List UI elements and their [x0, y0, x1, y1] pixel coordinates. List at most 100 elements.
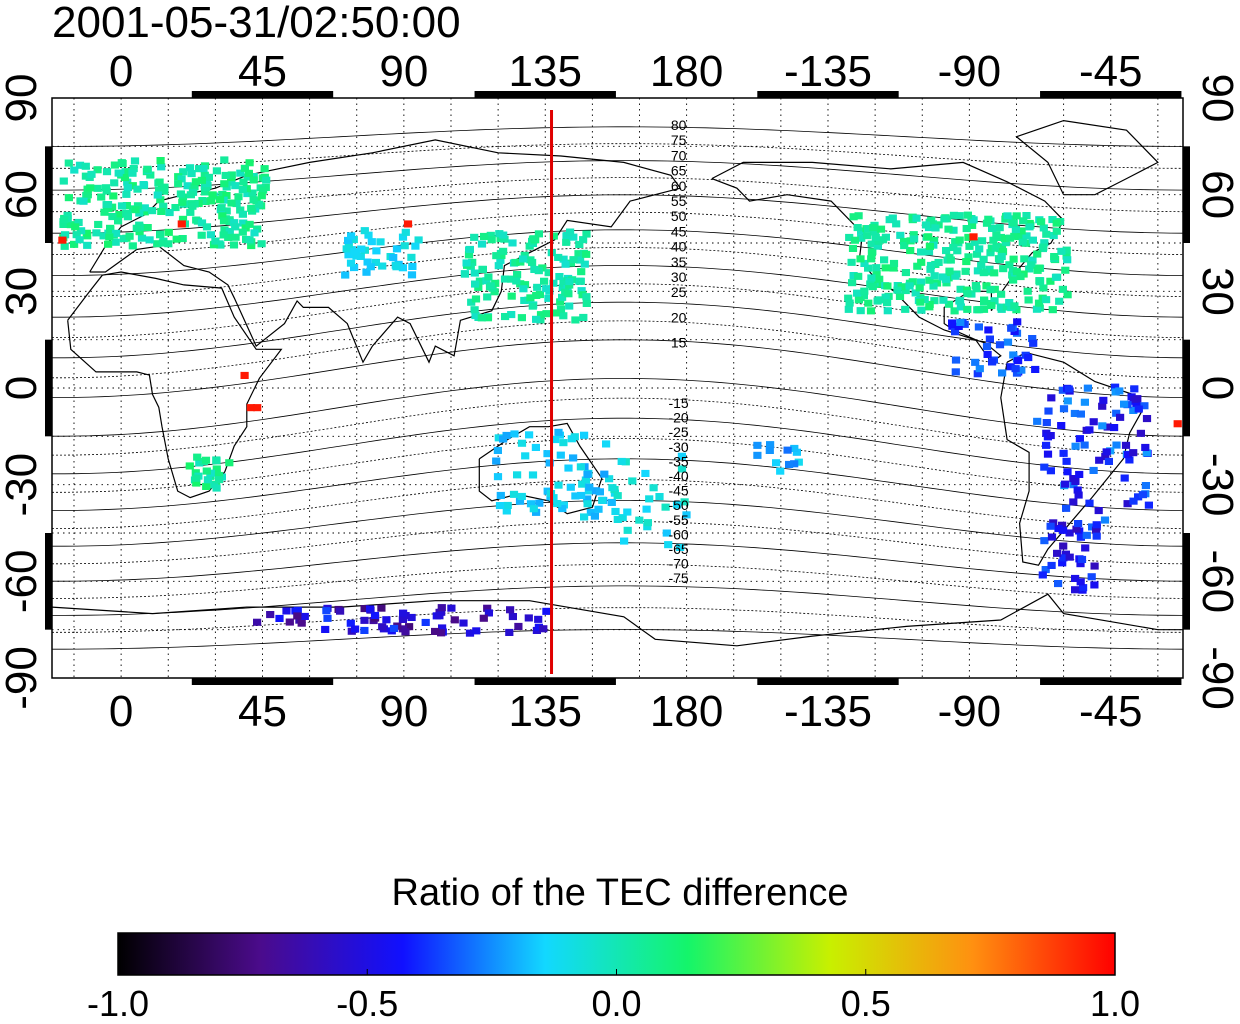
tec-cell [1039, 284, 1048, 292]
tec-cell [1076, 410, 1085, 418]
tec-cell [500, 235, 509, 243]
tec-cell [172, 235, 181, 243]
contour-line [52, 585, 1184, 616]
tec-cell [391, 261, 400, 269]
tec-cell [411, 242, 420, 250]
tec-cell [1024, 354, 1033, 362]
tec-cell [618, 514, 627, 522]
tec-cell [123, 183, 132, 191]
tec-cell [849, 272, 858, 280]
tec-cell [1006, 234, 1015, 242]
tec-cell [1042, 441, 1051, 449]
tec-cell [576, 277, 585, 285]
tec-cell [1005, 261, 1014, 269]
tec-cell [111, 238, 120, 246]
tec-cell [569, 454, 578, 462]
contour-line [52, 458, 1184, 511]
tec-cell [431, 627, 440, 635]
tec-cell [1092, 521, 1101, 529]
tec-cell [889, 259, 899, 267]
tec-cell [321, 625, 330, 633]
tec-cell [437, 629, 446, 637]
contour-line [52, 607, 1183, 633]
tec-cell [529, 235, 538, 243]
lat-tick-label-right: -60 [1193, 550, 1240, 614]
tec-cell [875, 275, 884, 283]
tec-cell [559, 312, 568, 320]
tec-cell [1014, 233, 1023, 241]
contour-line [52, 629, 1184, 650]
tec-cell [926, 265, 935, 273]
contour-line [52, 500, 1184, 547]
tec-cell [534, 230, 543, 238]
tec-cell [753, 451, 762, 459]
tec-cell [1089, 418, 1098, 426]
tec-cell [520, 296, 529, 304]
tec-cell [253, 225, 262, 233]
tec-cell [790, 444, 799, 452]
tec-cell [849, 213, 858, 221]
tec-cell [1009, 219, 1018, 227]
tec-cell [1076, 578, 1085, 586]
tec-cell [924, 233, 933, 241]
tec-cell [580, 513, 589, 521]
tec-cell [185, 462, 194, 470]
tec-cell [212, 167, 221, 175]
tec-cell [582, 250, 591, 258]
contour-label: 50 [671, 208, 687, 224]
tec-cell [600, 470, 609, 478]
tec-cell [364, 231, 373, 239]
tec-cell [536, 316, 545, 324]
tec-cell [1141, 482, 1150, 490]
tec-cell [880, 256, 889, 264]
tec-cell [1125, 456, 1134, 464]
tec-cell [1080, 398, 1089, 406]
tec-cell [938, 273, 947, 281]
tec-cell [1102, 448, 1111, 456]
tec-cell [501, 313, 510, 321]
lat-tick-label-left: 60 [0, 170, 46, 219]
tec-cell [854, 272, 863, 280]
tec-cell [234, 193, 243, 201]
tec-cell [623, 526, 632, 534]
tec-cell [577, 491, 586, 499]
tec-cell [794, 458, 803, 466]
tec-cell [370, 611, 380, 619]
tec-cell [212, 484, 221, 492]
tec-cell [983, 350, 992, 358]
tec-cell [1123, 500, 1132, 508]
tec-cell [526, 256, 535, 264]
tec-cell [990, 285, 999, 293]
tec-cell [551, 436, 560, 444]
tec-cell [275, 614, 284, 622]
tec-cell [282, 607, 291, 615]
tec-cell [1085, 426, 1094, 434]
tec-cell [247, 204, 256, 212]
tec-cell [1035, 278, 1044, 286]
lon-tick-label-bottom: 135 [509, 687, 582, 736]
tec-cell [357, 245, 366, 253]
tec-cell [110, 161, 119, 169]
tec-cell [942, 247, 951, 255]
tec-cell [143, 165, 152, 173]
tec-cell [1058, 386, 1067, 394]
tec-cell [875, 296, 884, 304]
tec-cell [236, 206, 245, 214]
tec-cell [1051, 273, 1061, 281]
tec-cell [621, 458, 630, 466]
tec-cell [582, 230, 591, 238]
tec-cell [486, 282, 495, 290]
tec-cell [1006, 363, 1015, 371]
tec-cell [1031, 365, 1040, 373]
tec-cell [1033, 417, 1042, 425]
tec-cell [81, 162, 90, 170]
tec-cell [1059, 405, 1069, 413]
tec-cell [856, 307, 865, 315]
tec-cell [110, 179, 119, 187]
tec-cell [921, 221, 931, 229]
tec-cell [1121, 441, 1131, 449]
tec-cell [1042, 419, 1051, 427]
tec-cell [534, 615, 543, 623]
tec-cell [239, 219, 248, 227]
tec-cell [598, 496, 607, 504]
